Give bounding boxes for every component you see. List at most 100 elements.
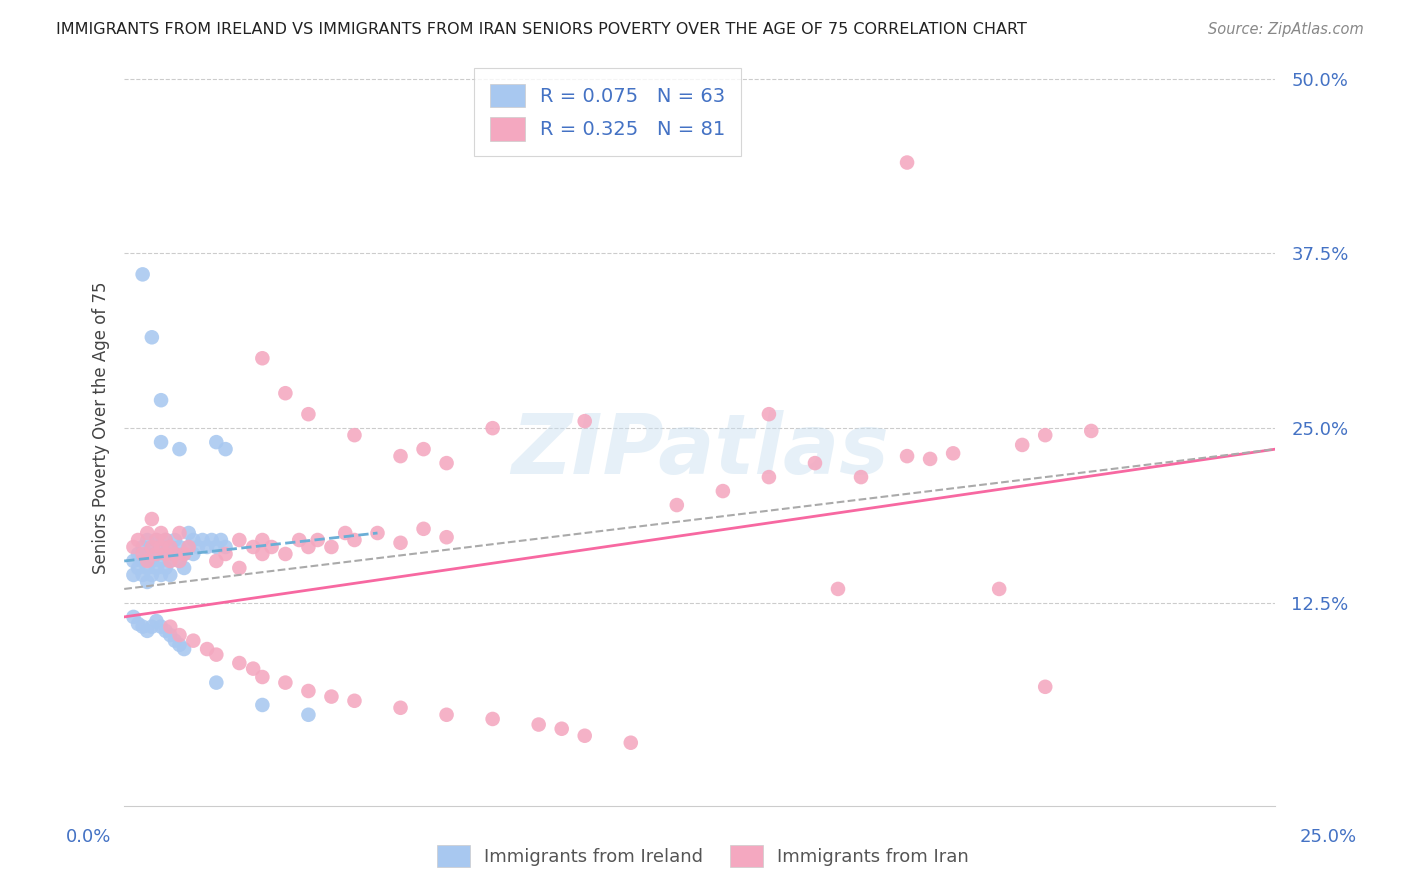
Point bbox=[173, 547, 195, 561]
Point bbox=[150, 540, 173, 554]
Point bbox=[242, 662, 264, 676]
Point bbox=[145, 533, 167, 547]
Point bbox=[141, 330, 163, 344]
Point bbox=[181, 533, 204, 547]
Point bbox=[274, 547, 297, 561]
Point bbox=[131, 540, 153, 554]
Point bbox=[163, 633, 186, 648]
Point bbox=[177, 540, 200, 554]
Point bbox=[343, 428, 366, 442]
Point bbox=[481, 421, 503, 435]
Point bbox=[297, 684, 319, 698]
Point bbox=[389, 449, 412, 463]
Text: 25.0%: 25.0% bbox=[1301, 828, 1357, 846]
Point bbox=[127, 533, 149, 547]
Point bbox=[163, 533, 186, 547]
Point bbox=[131, 547, 153, 561]
Point bbox=[209, 533, 232, 547]
Point bbox=[131, 554, 153, 568]
Point bbox=[141, 568, 163, 582]
Point bbox=[159, 554, 181, 568]
Point bbox=[389, 536, 412, 550]
Point bbox=[159, 540, 181, 554]
Point bbox=[827, 582, 849, 596]
Point bbox=[228, 656, 250, 670]
Point bbox=[214, 540, 236, 554]
Point bbox=[150, 554, 173, 568]
Point bbox=[896, 155, 918, 169]
Point bbox=[131, 568, 153, 582]
Point bbox=[141, 540, 163, 554]
Point bbox=[527, 717, 550, 731]
Point bbox=[665, 498, 688, 512]
Point bbox=[150, 540, 173, 554]
Point bbox=[155, 533, 177, 547]
Point bbox=[252, 670, 274, 684]
Point bbox=[159, 568, 181, 582]
Point bbox=[136, 554, 159, 568]
Point bbox=[150, 620, 173, 634]
Point bbox=[1033, 680, 1056, 694]
Point bbox=[274, 675, 297, 690]
Point bbox=[136, 533, 159, 547]
Point bbox=[205, 554, 228, 568]
Point bbox=[288, 533, 311, 547]
Point bbox=[252, 351, 274, 366]
Point bbox=[122, 568, 145, 582]
Point bbox=[155, 561, 177, 575]
Point bbox=[195, 540, 218, 554]
Point bbox=[436, 707, 458, 722]
Point bbox=[145, 614, 167, 628]
Point bbox=[127, 547, 149, 561]
Point bbox=[242, 540, 264, 554]
Point bbox=[136, 526, 159, 541]
Point bbox=[159, 628, 181, 642]
Point bbox=[122, 610, 145, 624]
Point bbox=[187, 540, 209, 554]
Point bbox=[169, 540, 191, 554]
Point bbox=[177, 526, 200, 541]
Point bbox=[205, 675, 228, 690]
Point bbox=[307, 533, 329, 547]
Point bbox=[1011, 438, 1033, 452]
Point bbox=[159, 620, 181, 634]
Point bbox=[260, 540, 283, 554]
Point bbox=[896, 449, 918, 463]
Point bbox=[343, 533, 366, 547]
Point bbox=[177, 540, 200, 554]
Point bbox=[131, 620, 153, 634]
Legend: R = 0.075   N = 63, R = 0.325   N = 81: R = 0.075 N = 63, R = 0.325 N = 81 bbox=[474, 68, 741, 156]
Point bbox=[141, 554, 163, 568]
Point bbox=[297, 407, 319, 421]
Point bbox=[335, 526, 357, 541]
Point bbox=[436, 456, 458, 470]
Point bbox=[252, 547, 274, 561]
Point bbox=[297, 540, 319, 554]
Point bbox=[127, 561, 149, 575]
Point bbox=[150, 526, 173, 541]
Point bbox=[145, 561, 167, 575]
Point bbox=[620, 736, 643, 750]
Point bbox=[550, 722, 572, 736]
Text: 0.0%: 0.0% bbox=[66, 828, 111, 846]
Point bbox=[155, 533, 177, 547]
Point bbox=[214, 547, 236, 561]
Point bbox=[122, 540, 145, 554]
Text: ZIPatlas: ZIPatlas bbox=[510, 410, 889, 491]
Point bbox=[145, 547, 167, 561]
Point bbox=[169, 526, 191, 541]
Point bbox=[205, 540, 228, 554]
Point bbox=[191, 533, 214, 547]
Point bbox=[574, 729, 596, 743]
Point bbox=[205, 648, 228, 662]
Point bbox=[988, 582, 1011, 596]
Point bbox=[366, 526, 388, 541]
Point bbox=[136, 547, 159, 561]
Point bbox=[412, 522, 434, 536]
Point bbox=[131, 268, 153, 282]
Point bbox=[758, 407, 780, 421]
Point bbox=[389, 700, 412, 714]
Point bbox=[205, 435, 228, 450]
Point bbox=[169, 554, 191, 568]
Point bbox=[127, 616, 149, 631]
